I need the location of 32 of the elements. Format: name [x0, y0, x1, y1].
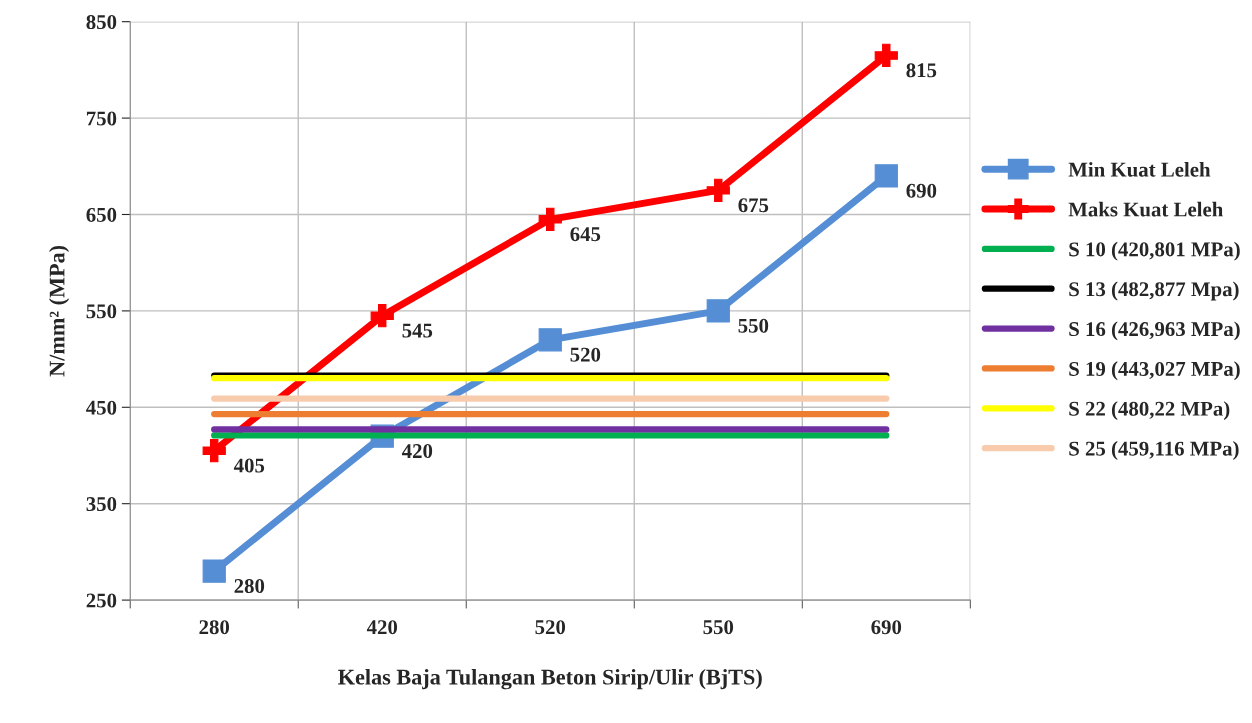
- y-axis-title: N/mm² (MPa): [48, 245, 70, 377]
- data-label: 690: [906, 183, 937, 198]
- legend-label: Min Kuat Leleh: [1068, 162, 1211, 177]
- x-axis-title: Kelas Baja Tulangan Beton Sirip/Ulir (BjTS): [338, 668, 762, 690]
- x-tick-label: 520: [535, 620, 566, 635]
- data-label: 280: [234, 578, 265, 594]
- legend-label: Maks Kuat Leleh: [1068, 201, 1223, 217]
- y-tick-label: 250: [86, 593, 117, 608]
- x-tick-label: 420: [366, 620, 398, 635]
- x-tick-label: 280: [199, 620, 230, 635]
- y-tick-label: 350: [86, 497, 117, 512]
- y-tick-label: 450: [86, 400, 117, 415]
- y-tick-label: 850: [86, 15, 117, 30]
- y-tick-label: 650: [86, 207, 117, 222]
- data-label: 675: [738, 198, 769, 213]
- data-label: 520: [570, 347, 601, 362]
- data-label: 645: [570, 227, 601, 242]
- x-tick-label: 690: [871, 620, 902, 635]
- legend-label: S 13 (482,877 Mpa): [1069, 281, 1239, 301]
- data-label: 420: [401, 444, 433, 459]
- data-label: 545: [402, 323, 433, 338]
- legend-label: S 10 (420,801 MPa): [1069, 241, 1240, 261]
- legend-label: S 22 (480,22 MPa): [1069, 401, 1230, 421]
- y-tick-label: 750: [86, 111, 117, 126]
- y-tick-label: 550: [86, 304, 117, 319]
- legend-label: S 19 (443,027 MPa): [1069, 361, 1240, 381]
- data-label: 405: [233, 458, 265, 473]
- data-label: 550: [738, 318, 769, 333]
- x-tick-label: 550: [703, 620, 734, 635]
- legend-label: S 16 (426,963 MPa): [1069, 321, 1240, 341]
- legend-label: S 25 (459,116 MPa): [1069, 440, 1239, 460]
- data-label: 815: [906, 63, 937, 78]
